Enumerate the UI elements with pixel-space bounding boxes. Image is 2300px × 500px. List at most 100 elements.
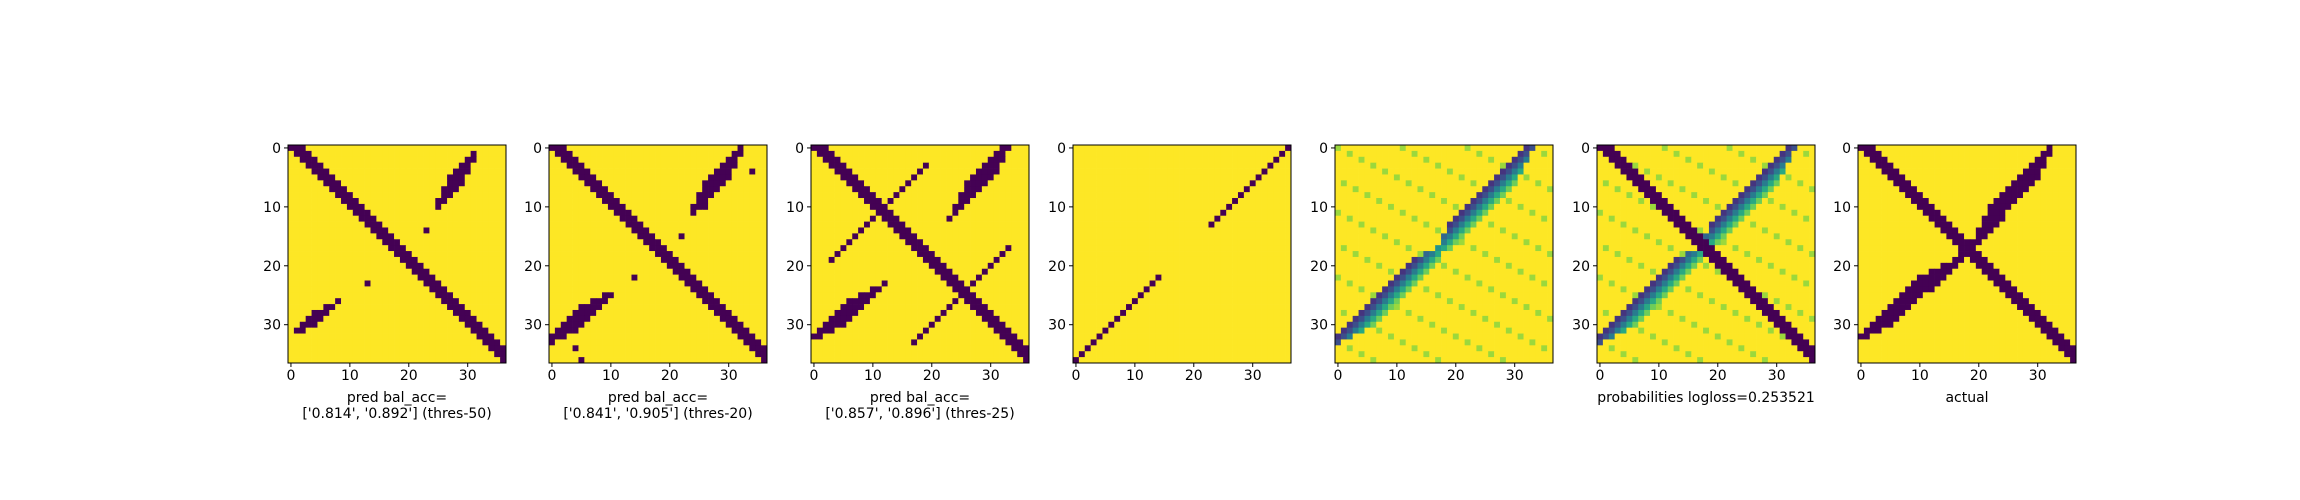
heatmap-cell bbox=[590, 251, 597, 258]
heatmap-cell bbox=[288, 268, 295, 275]
heatmap-cell bbox=[464, 227, 471, 234]
heatmap-cell bbox=[834, 168, 841, 175]
heatmap-cell bbox=[922, 221, 930, 228]
heatmap-cell bbox=[394, 280, 401, 287]
heatmap-cell bbox=[737, 251, 744, 258]
heatmap-cell bbox=[394, 162, 401, 169]
heatmap-cell bbox=[672, 262, 679, 270]
heatmap-cell bbox=[1267, 174, 1274, 181]
heatmap-cell bbox=[1017, 227, 1024, 234]
heatmap-cell bbox=[811, 174, 818, 181]
heatmap-cell bbox=[899, 286, 906, 293]
heatmap-cell bbox=[911, 145, 918, 152]
heatmap-cell bbox=[811, 298, 818, 305]
heatmap-cell bbox=[987, 333, 994, 340]
heatmap-cell bbox=[1084, 251, 1092, 258]
heatmap-cell bbox=[737, 351, 744, 358]
heatmap-cell bbox=[981, 162, 989, 169]
heatmap-cell bbox=[737, 327, 744, 334]
heatmap-cell bbox=[708, 156, 715, 164]
heatmap-cell bbox=[411, 309, 418, 317]
heatmap-cell bbox=[1078, 168, 1086, 175]
heatmap-cell bbox=[690, 156, 697, 164]
heatmap-cell bbox=[946, 251, 953, 258]
heatmap-cell bbox=[708, 239, 715, 246]
heatmap-cell bbox=[388, 351, 395, 358]
heatmap-cell bbox=[719, 286, 727, 293]
heatmap-cell bbox=[335, 292, 342, 299]
heatmap-cell bbox=[708, 256, 715, 264]
heatmap-cell bbox=[458, 327, 466, 334]
x-tick-label: 20 bbox=[400, 368, 418, 384]
heatmap-cell bbox=[858, 215, 865, 222]
heatmap-cell bbox=[346, 309, 354, 317]
heatmap-cell bbox=[311, 262, 318, 270]
heatmap-cell bbox=[607, 203, 615, 211]
heatmap-cell bbox=[613, 168, 621, 175]
heatmap-cell bbox=[655, 239, 662, 246]
heatmap-cell bbox=[335, 221, 342, 228]
heatmap-cell bbox=[1096, 203, 1103, 211]
heatmap-cell bbox=[488, 321, 495, 328]
heatmap-cell bbox=[376, 203, 383, 211]
heatmap-cell bbox=[975, 262, 983, 270]
heatmap-cell bbox=[613, 209, 621, 217]
heatmap-cell bbox=[899, 292, 906, 299]
heatmap-cell bbox=[394, 203, 401, 211]
heatmap-cell bbox=[464, 150, 471, 158]
heatmap-cell bbox=[761, 309, 768, 317]
heatmap-cell bbox=[335, 192, 342, 199]
heatmap-cell bbox=[1214, 203, 1221, 211]
heatmap-cell bbox=[864, 251, 871, 258]
heatmap-cell bbox=[435, 186, 442, 193]
heatmap-cell bbox=[388, 209, 395, 217]
heatmap-cell bbox=[435, 298, 442, 305]
heatmap-cell bbox=[719, 209, 727, 217]
heatmap-cell bbox=[1131, 156, 1139, 164]
heatmap-cell bbox=[719, 221, 727, 228]
heatmap-cell bbox=[1261, 203, 1268, 211]
heatmap-cell bbox=[1285, 233, 1292, 240]
heatmap-cell bbox=[631, 292, 638, 299]
heatmap-cell bbox=[399, 145, 407, 152]
heatmap-cell bbox=[311, 321, 318, 328]
heatmap-cell bbox=[1073, 262, 1080, 270]
heatmap-cell bbox=[631, 162, 638, 169]
heatmap-cell bbox=[737, 298, 744, 305]
heatmap-cell bbox=[852, 262, 859, 270]
heatmap-cell bbox=[958, 239, 965, 246]
heatmap-cell bbox=[811, 186, 818, 193]
heatmap-cell bbox=[811, 262, 818, 270]
heatmap-cell bbox=[1023, 156, 1030, 164]
heatmap-cell bbox=[1143, 233, 1150, 240]
heatmap-cell bbox=[822, 333, 830, 340]
heatmap-cell bbox=[1096, 145, 1103, 152]
heatmap-cell bbox=[672, 251, 679, 258]
heatmap-cell bbox=[1208, 262, 1215, 270]
heatmap-cell bbox=[1285, 251, 1292, 258]
heatmap-cell bbox=[1226, 209, 1233, 217]
heatmap-cell bbox=[476, 150, 483, 158]
heatmap-cell bbox=[1261, 209, 1268, 217]
heatmap-cell bbox=[666, 162, 674, 169]
heatmap-cell bbox=[864, 203, 871, 211]
heatmap-cell bbox=[811, 221, 818, 228]
heatmap-cell bbox=[1005, 298, 1012, 305]
heatmap-cell bbox=[840, 292, 847, 299]
heatmap-cell bbox=[1255, 174, 1262, 181]
heatmap-cell bbox=[1226, 174, 1233, 181]
heatmap-cell bbox=[1084, 168, 1092, 175]
heatmap-cell bbox=[869, 162, 877, 169]
heatmap-cell bbox=[761, 280, 768, 287]
heatmap-cell bbox=[1011, 333, 1018, 340]
heatmap-cell bbox=[725, 321, 732, 328]
heatmap-cell bbox=[899, 274, 906, 281]
heatmap-cell bbox=[566, 150, 573, 158]
heatmap-cell bbox=[970, 186, 977, 193]
heatmap-cell bbox=[869, 209, 877, 217]
heatmap-cell bbox=[1255, 186, 1262, 193]
heatmap-cell bbox=[566, 221, 573, 228]
heatmap-cell bbox=[1237, 156, 1245, 164]
heatmap-cell bbox=[1131, 186, 1139, 193]
heatmap-cell bbox=[566, 168, 573, 175]
